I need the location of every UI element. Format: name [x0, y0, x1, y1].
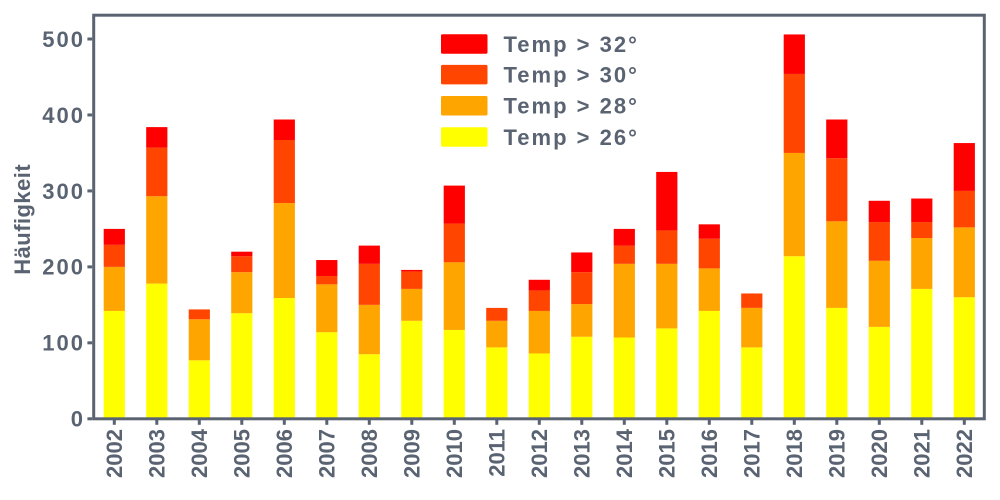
- svg-text:Temp > 30°: Temp > 30°: [504, 62, 639, 87]
- svg-text:2004: 2004: [187, 428, 212, 478]
- svg-text:2018: 2018: [782, 429, 807, 478]
- svg-text:2022: 2022: [952, 429, 977, 478]
- svg-text:2021: 2021: [910, 429, 935, 478]
- svg-text:2009: 2009: [400, 429, 425, 478]
- svg-text:2010: 2010: [442, 429, 467, 478]
- svg-text:Temp > 28°: Temp > 28°: [504, 94, 639, 119]
- svg-text:Häufigkeit: Häufigkeit: [10, 164, 35, 275]
- svg-text:2003: 2003: [145, 429, 170, 478]
- svg-text:Temp > 32°: Temp > 32°: [504, 32, 639, 57]
- svg-text:2002: 2002: [102, 429, 127, 478]
- svg-text:0: 0: [71, 407, 85, 432]
- svg-text:100: 100: [42, 331, 85, 356]
- svg-text:2005: 2005: [230, 429, 255, 478]
- svg-text:2012: 2012: [527, 429, 552, 478]
- svg-text:2016: 2016: [697, 429, 722, 478]
- svg-text:500: 500: [42, 27, 85, 52]
- svg-text:2020: 2020: [867, 429, 892, 478]
- svg-text:2011: 2011: [485, 429, 510, 477]
- svg-text:2017: 2017: [740, 429, 765, 478]
- svg-text:2008: 2008: [357, 429, 382, 478]
- svg-text:2006: 2006: [272, 429, 297, 478]
- svg-text:2019: 2019: [825, 429, 850, 478]
- svg-text:2013: 2013: [570, 429, 595, 478]
- svg-text:2015: 2015: [655, 429, 680, 478]
- svg-text:200: 200: [42, 255, 85, 280]
- svg-text:2014: 2014: [612, 428, 637, 478]
- svg-text:300: 300: [42, 179, 85, 204]
- svg-text:Temp > 26°: Temp > 26°: [504, 125, 639, 150]
- svg-text:2007: 2007: [315, 429, 340, 478]
- svg-text:400: 400: [42, 103, 85, 128]
